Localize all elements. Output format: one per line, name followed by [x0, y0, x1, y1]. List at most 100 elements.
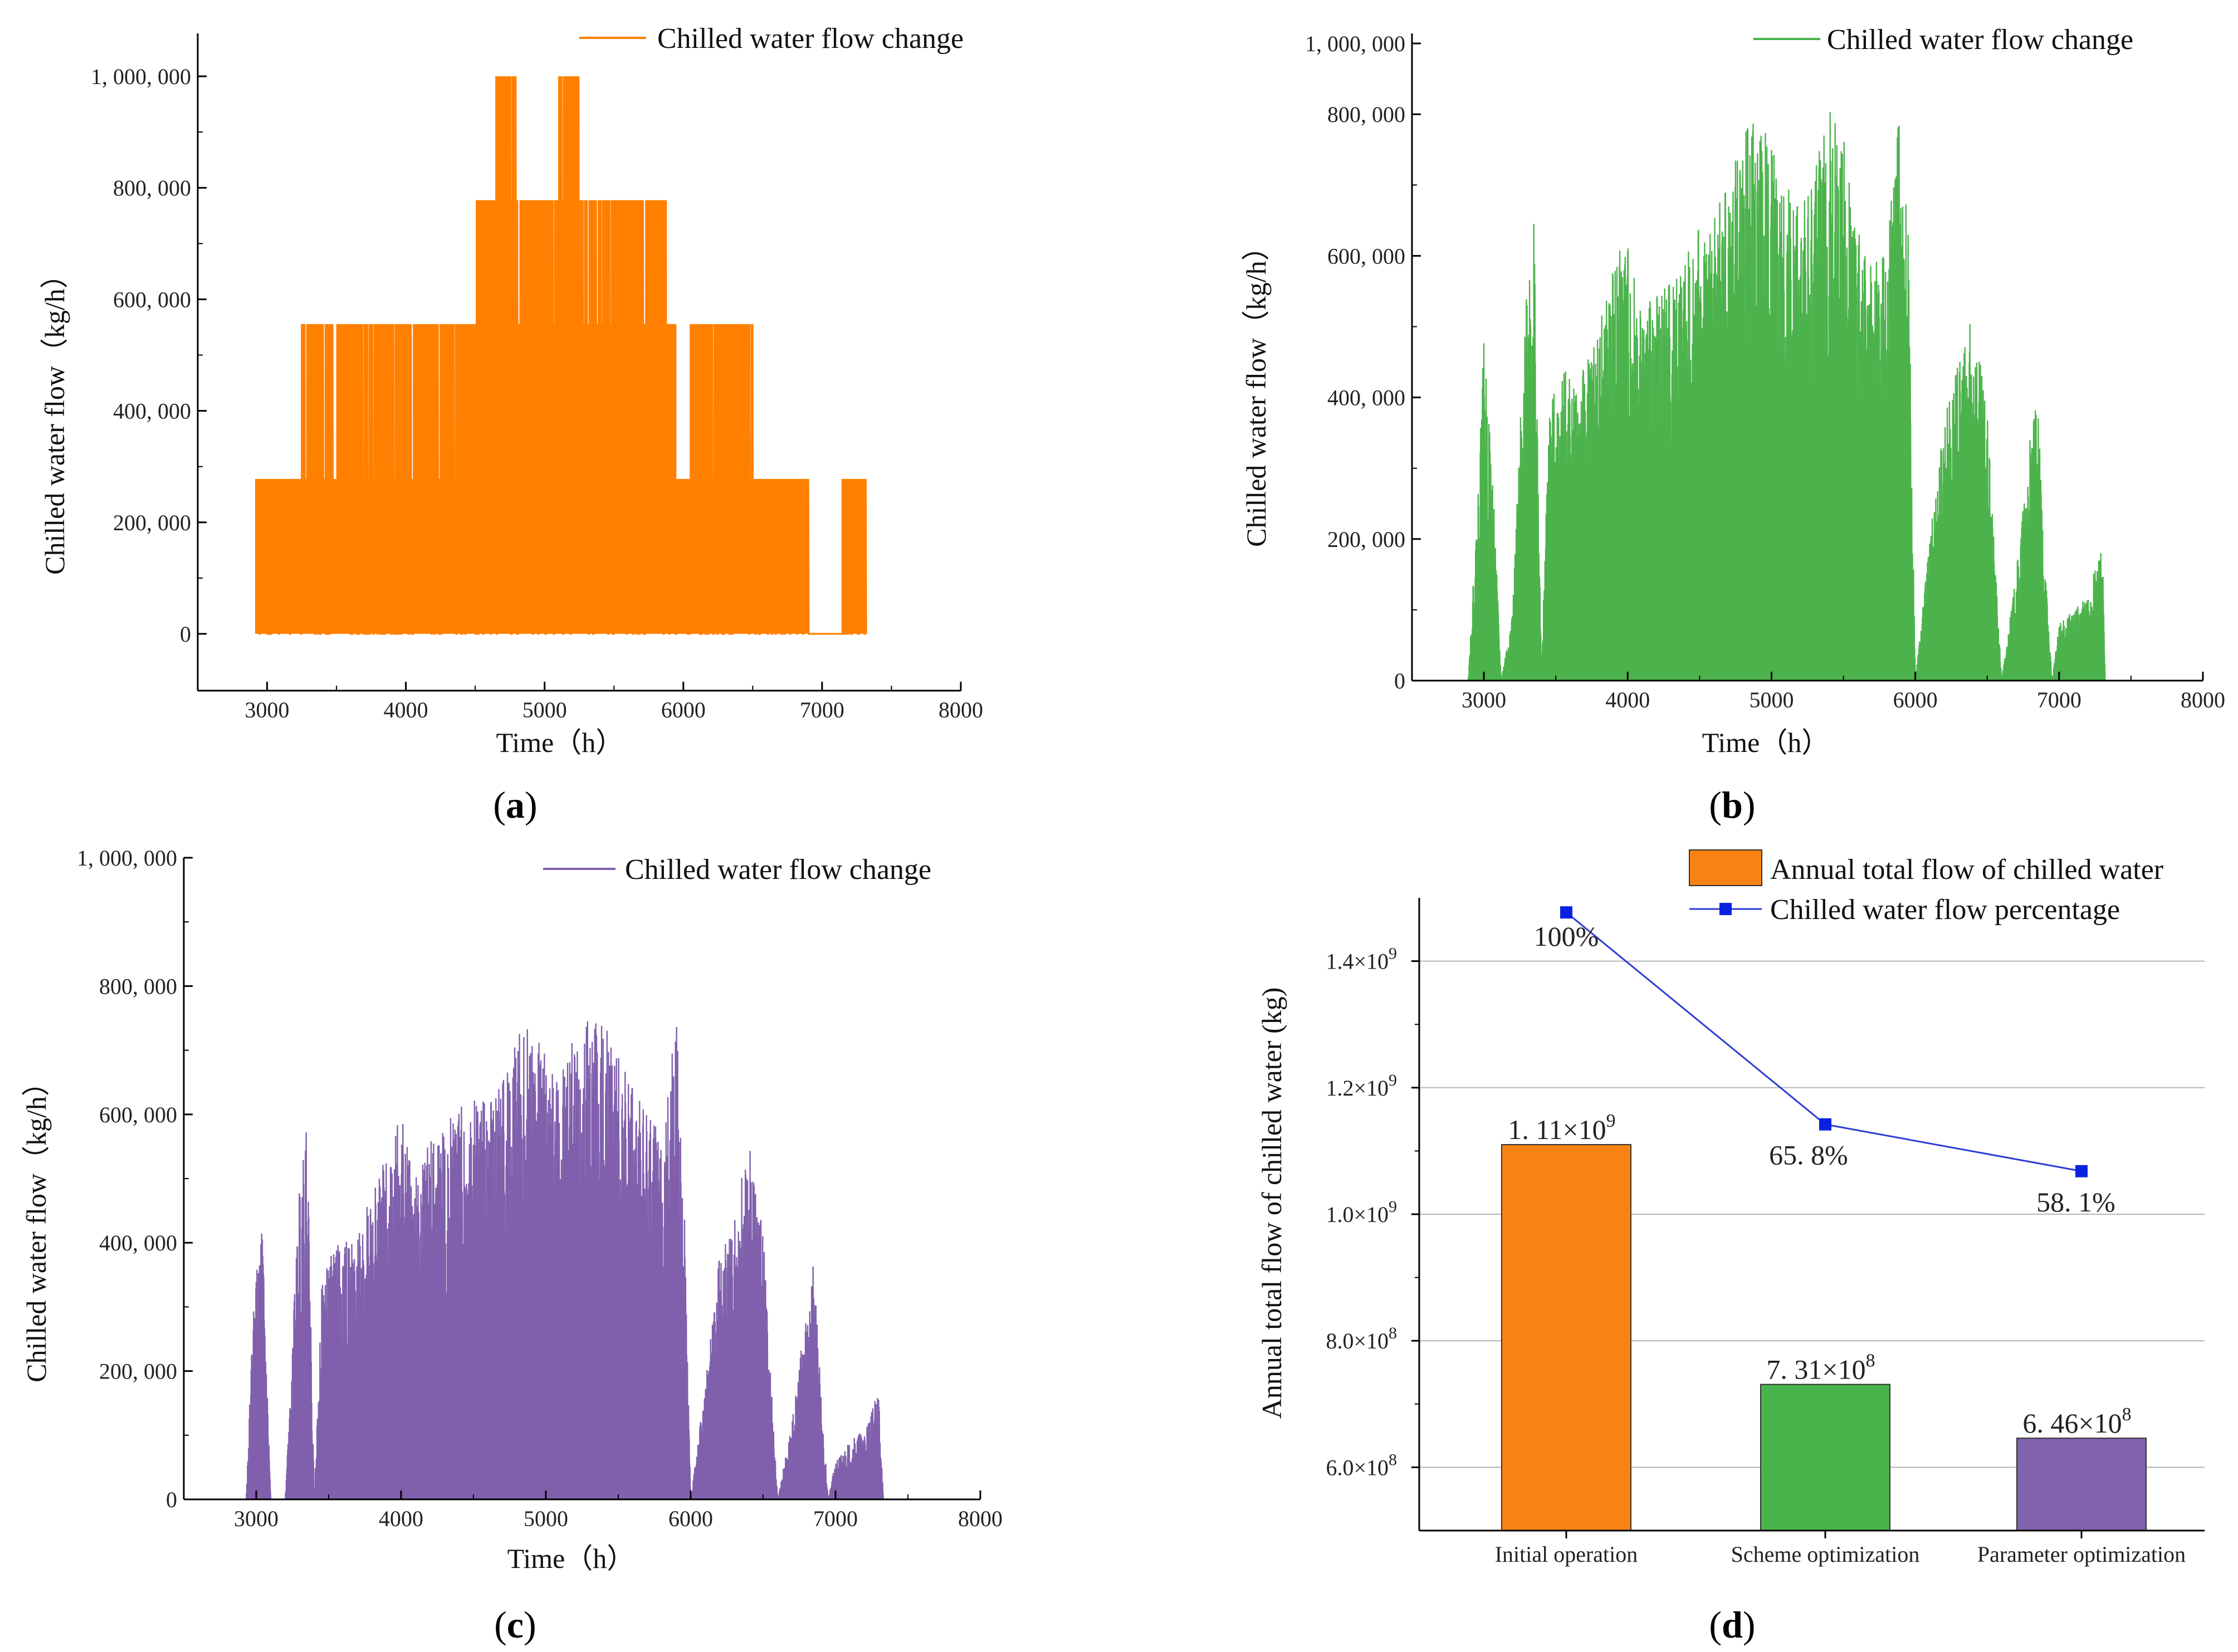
panel-d-percentage-marker — [1560, 906, 1572, 919]
panel-a-y-tick-label: 600, 000 — [113, 287, 191, 312]
panel-d-y-tick-label: 8.0×108 — [1326, 1324, 1397, 1353]
panel-b-y-tick-label: 0 — [1394, 668, 1405, 693]
panel-d-y-axis-title: Annual total flow of chilled water (kg) — [1256, 988, 1287, 1419]
panel-c-y-tick-label: 1, 000, 000 — [77, 845, 177, 871]
panel-d-y-tick-label: 1.0×109 — [1326, 1198, 1397, 1227]
panel-d-y-tick-label: 1.2×109 — [1326, 1071, 1397, 1101]
panel-d-y-tick-label: 1.4×109 — [1326, 945, 1397, 974]
panel-a-x-tick-label: 3000 — [245, 697, 290, 722]
panel-a-y-tick-label: 800, 000 — [113, 175, 191, 201]
panel-a-flow-fill-core — [489, 324, 677, 634]
panel-d-legend: Annual total flow of chilled water Chill… — [1689, 849, 2163, 926]
panel-d-bar-value-label: 6. 46×108 — [2022, 1404, 2131, 1439]
panel-a-x-axis-title: Time（h） — [496, 727, 624, 758]
panel-d-percentage-polyline — [1566, 911, 2082, 1172]
panel-b-y-axis-title: Chilled water flow（kg/h） — [1240, 233, 1272, 547]
panel-c-flow-trace — [246, 1021, 893, 1501]
panel-d-y-tick-exponent: 9 — [1389, 1198, 1397, 1216]
panel-c-series — [246, 1021, 893, 1501]
panel-c-x-tick-label: 5000 — [524, 1506, 568, 1531]
panel-d-bar-parameter-optimization — [2016, 1438, 2147, 1532]
panel-a-chart: Chilled water flow change 3000 4000 5000 60… — [39, 23, 983, 826]
panel-b-label: (b) — [1709, 784, 1755, 826]
panel-d-y-tick-exponent: 9 — [1389, 1071, 1397, 1089]
panel-c-x-tick-label: 6000 — [668, 1506, 713, 1531]
panel-d-y-tick-exponent: 8 — [1389, 1324, 1397, 1342]
panel-d-y-tick-exponent: 9 — [1389, 945, 1397, 963]
panel-d-percentage-label: 58. 1% — [2036, 1186, 2115, 1218]
panel-c-x-ticks: 3000 4000 5000 6000 7000 8000 — [234, 1490, 1003, 1531]
panel-c-x-tick-label: 7000 — [813, 1506, 858, 1531]
panel-a-x-tick-label: 7000 — [800, 697, 844, 722]
panel-d-label: (d) — [1709, 1604, 1755, 1646]
panel-a-label-letter: a — [506, 784, 525, 826]
panel-a-x-tick-label: 6000 — [661, 697, 706, 722]
panel-c-label: (c) — [494, 1604, 536, 1646]
panel-d-percentage-line — [1560, 906, 2088, 1177]
panel-d-bar-labels: 1. 11×109 7. 31×108 6. 46×108 — [1508, 1111, 2131, 1439]
panel-d-bar-initial-operation — [1501, 1144, 1631, 1532]
panel-b-x-tick-label: 5000 — [1749, 687, 1794, 712]
panel-d-y-tick-label: 6.0×108 — [1326, 1450, 1397, 1480]
panel-c-y-tick-label: 200, 000 — [99, 1359, 177, 1384]
panel-d-x-ticks: Initial operation Scheme optimization Para… — [1495, 1531, 2186, 1567]
panel-d-bar-value-label: 7. 31×108 — [1766, 1351, 1875, 1385]
panel-b-flow-trace — [1468, 112, 2131, 682]
panel-b-label-letter: b — [1722, 784, 1743, 826]
panel-d-x-tick-label: Parameter optimization — [1977, 1542, 2186, 1567]
panel-a-x-ticks: 3000 4000 5000 6000 7000 8000 — [245, 682, 983, 722]
panel-b-y-tick-label: 800, 000 — [1327, 102, 1405, 127]
panel-a-x-tick-label: 4000 — [384, 697, 428, 722]
panel-c-y-tick-label: 600, 000 — [99, 1102, 177, 1127]
panel-b-legend-label: Chilled water flow change — [1827, 24, 2133, 56]
panel-d-legend-line-marker — [1719, 903, 1732, 915]
panel-c-y-axis-title: Chilled water flow（kg/h） — [21, 1068, 52, 1382]
panel-d-percentage-marker — [1819, 1118, 1831, 1131]
panel-b-x-ticks: 3000 4000 5000 6000 7000 8000 — [1462, 672, 2225, 712]
panel-b-x-tick-label: 6000 — [1893, 687, 1938, 712]
panel-b-y-tick-label: 400, 000 — [1327, 385, 1405, 410]
panel-c-label-letter: c — [507, 1604, 524, 1646]
panel-c-x-tick-label: 4000 — [379, 1506, 423, 1531]
panel-d-percentage-marker — [2075, 1165, 2088, 1177]
panel-d-label-letter: d — [1722, 1604, 1743, 1646]
panel-c-y-tick-label: 400, 000 — [99, 1230, 177, 1255]
panel-a-y-tick-label: 1, 000, 000 — [91, 64, 191, 89]
panel-c-chart: Chilled water flow change 3000 4000 5000 60… — [21, 845, 1003, 1646]
panel-a-y-tick-label: 400, 000 — [113, 399, 191, 424]
panel-c-x-tick-label: 8000 — [958, 1506, 1003, 1531]
panel-d-line-labels: 100% 65. 8% 58. 1% — [1534, 921, 2115, 1218]
panel-d-bar-scheme-optimization — [1760, 1384, 1890, 1531]
panel-d-percentage-label: 100% — [1534, 921, 1599, 952]
panel-c-x-axis-title: Time（h） — [507, 1543, 635, 1574]
panel-b-x-axis-title: Time（h） — [1702, 727, 1830, 758]
panel-c-x-tick-label: 3000 — [234, 1506, 278, 1531]
panel-b-y-tick-label: 600, 000 — [1327, 243, 1405, 268]
panel-c-y-ticks: 0 200, 000 400, 000 600, 000 800, 000 1, 000,… — [77, 845, 193, 1512]
panel-a-x-tick-label: 8000 — [939, 697, 983, 722]
panel-b-x-tick-label: 4000 — [1605, 687, 1650, 712]
panel-b-x-tick-label: 7000 — [2037, 687, 2081, 712]
panel-b-x-tick-label: 8000 — [2181, 687, 2225, 712]
panel-a-y-axis-title: Chilled water flow（kg/h） — [39, 261, 70, 575]
panel-d-legend-bar-swatch — [1689, 849, 1762, 886]
panel-b-y-tick-label: 200, 000 — [1327, 527, 1405, 552]
panel-d-legend-line-label: Chilled water flow percentage — [1770, 894, 2120, 926]
panel-d-bar-value-label: 1. 11×109 — [1508, 1111, 1615, 1145]
panel-a-label: (a) — [493, 784, 537, 826]
panel-d-percentage-label: 65. 8% — [1769, 1140, 1848, 1171]
panel-d-y-ticks: 6.0×108 8.0×108 1.0×109 1.2×109 1.4×109 — [1326, 945, 1419, 1480]
panel-a-y-tick-label: 200, 000 — [113, 510, 191, 535]
panel-d-chart: 6.0×108 8.0×108 1.0×109 1.2×109 1.4×109 Init… — [1256, 849, 2205, 1646]
panel-a-legend-label: Chilled water flow change — [657, 23, 964, 55]
panel-d-x-tick-label: Initial operation — [1495, 1542, 1638, 1567]
panel-c-y-tick-label: 0 — [166, 1487, 177, 1512]
panel-d-legend-bar-label: Annual total flow of chilled water — [1770, 854, 2163, 886]
panel-b-y-ticks: 0 200, 000 400, 000 600, 000 800, 000 1, 000,… — [1305, 31, 1421, 693]
panel-a-y-ticks: 0 200, 000 400, 000 600, 000 800, 000 1, 000,… — [91, 64, 207, 647]
panel-b-axes — [1411, 33, 2203, 682]
panel-a-axes — [197, 33, 961, 692]
panel-a-series — [255, 76, 867, 635]
panel-d-bar-value-exponent: 8 — [2122, 1404, 2132, 1425]
